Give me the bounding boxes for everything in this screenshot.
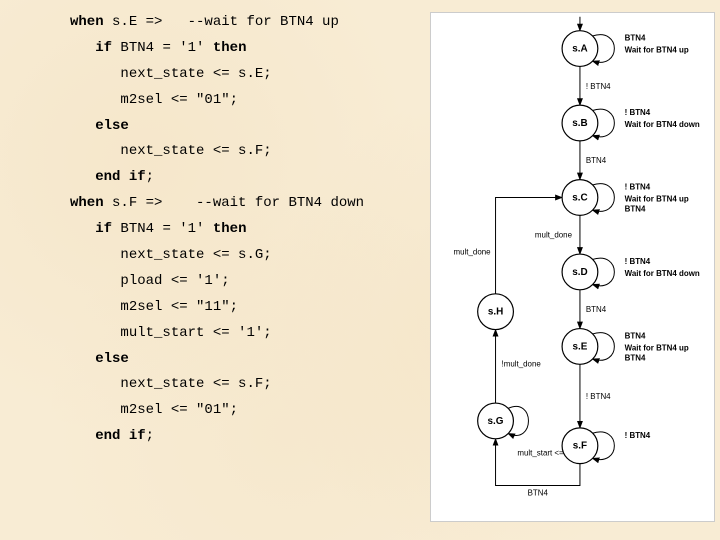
code-line: next_state <= s.F; bbox=[70, 139, 364, 165]
code-line: m2sel <= "01"; bbox=[70, 88, 364, 114]
svg-text:! BTN4: ! BTN4 bbox=[625, 431, 651, 440]
svg-text:s.C: s.C bbox=[572, 192, 587, 203]
code-line: else bbox=[70, 347, 364, 373]
svg-text:s.A: s.A bbox=[572, 44, 587, 55]
state-diagram: ! BTN4 BTN4 mult_done BTN4 ! BTN4 BTN4 !mult_d… bbox=[430, 12, 715, 522]
svg-text:!mult_done: !mult_done bbox=[502, 359, 542, 368]
svg-text:Wait for BTN4 up: Wait for BTN4 up bbox=[625, 194, 689, 203]
svg-text:! BTN4: ! BTN4 bbox=[625, 183, 651, 192]
svg-text:BTN4: BTN4 bbox=[625, 34, 646, 43]
code-line: end if; bbox=[70, 424, 364, 450]
svg-text:Wait for BTN4 up: Wait for BTN4 up bbox=[625, 46, 689, 55]
svg-text:BTN4: BTN4 bbox=[625, 204, 646, 213]
svg-text:BTN4: BTN4 bbox=[586, 305, 607, 314]
code-block: when s.E => --wait for BTN4 up if BTN4 =… bbox=[70, 10, 364, 450]
code-line: if BTN4 = '1' then bbox=[70, 36, 364, 62]
code-line: else bbox=[70, 114, 364, 140]
svg-text:Wait for BTN4 down: Wait for BTN4 down bbox=[625, 269, 700, 278]
code-line: mult_start <= '1'; bbox=[70, 321, 364, 347]
svg-text:Wait for BTN4 down: Wait for BTN4 down bbox=[625, 120, 700, 129]
svg-text:! BTN4: ! BTN4 bbox=[586, 392, 611, 401]
code-line: end if; bbox=[70, 165, 364, 191]
svg-text:Wait for BTN4 up: Wait for BTN4 up bbox=[625, 343, 689, 352]
svg-text:BTN4: BTN4 bbox=[586, 156, 607, 165]
svg-text:! BTN4: ! BTN4 bbox=[625, 108, 651, 117]
code-line: next_state <= s.G; bbox=[70, 243, 364, 269]
code-line: m2sel <= "11"; bbox=[70, 295, 364, 321]
svg-text:s.D: s.D bbox=[572, 267, 587, 278]
svg-text:BTN4: BTN4 bbox=[625, 331, 646, 340]
svg-text:s.H: s.H bbox=[488, 307, 503, 318]
code-line: next_state <= s.E; bbox=[70, 62, 364, 88]
svg-text:mult_done: mult_done bbox=[454, 248, 492, 257]
svg-text:s.F: s.F bbox=[573, 441, 587, 452]
svg-text:BTN4: BTN4 bbox=[625, 353, 646, 362]
code-line: next_state <= s.F; bbox=[70, 372, 364, 398]
svg-text:s.B: s.B bbox=[572, 118, 587, 129]
diagram-svg: ! BTN4 BTN4 mult_done BTN4 ! BTN4 BTN4 !mult_d… bbox=[431, 13, 714, 521]
code-line: when s.E => --wait for BTN4 up bbox=[70, 10, 364, 36]
svg-text:! BTN4: ! BTN4 bbox=[586, 82, 611, 91]
svg-text:! BTN4: ! BTN4 bbox=[625, 257, 651, 266]
svg-text:s.E: s.E bbox=[573, 341, 588, 352]
code-line: if BTN4 = '1' then bbox=[70, 217, 364, 243]
svg-text:mult_done: mult_done bbox=[535, 231, 573, 240]
code-line: when s.F => --wait for BTN4 down bbox=[70, 191, 364, 217]
svg-text:BTN4: BTN4 bbox=[528, 488, 549, 497]
svg-text:s.G: s.G bbox=[488, 416, 504, 427]
code-line: pload <= '1'; bbox=[70, 269, 364, 295]
code-line: m2sel <= "01"; bbox=[70, 398, 364, 424]
